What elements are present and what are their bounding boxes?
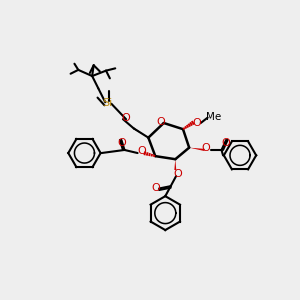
Polygon shape xyxy=(189,148,205,151)
Text: Si: Si xyxy=(102,98,113,108)
Text: O: O xyxy=(156,117,165,127)
Text: O: O xyxy=(193,118,201,128)
Text: O: O xyxy=(122,113,130,123)
Text: O: O xyxy=(151,183,160,193)
Text: O: O xyxy=(173,169,182,179)
Polygon shape xyxy=(133,128,148,138)
Text: O: O xyxy=(221,138,230,148)
Text: Me: Me xyxy=(206,112,221,122)
Text: O: O xyxy=(202,143,211,153)
Text: O: O xyxy=(138,146,147,156)
Text: O: O xyxy=(118,138,127,148)
Polygon shape xyxy=(174,159,176,170)
